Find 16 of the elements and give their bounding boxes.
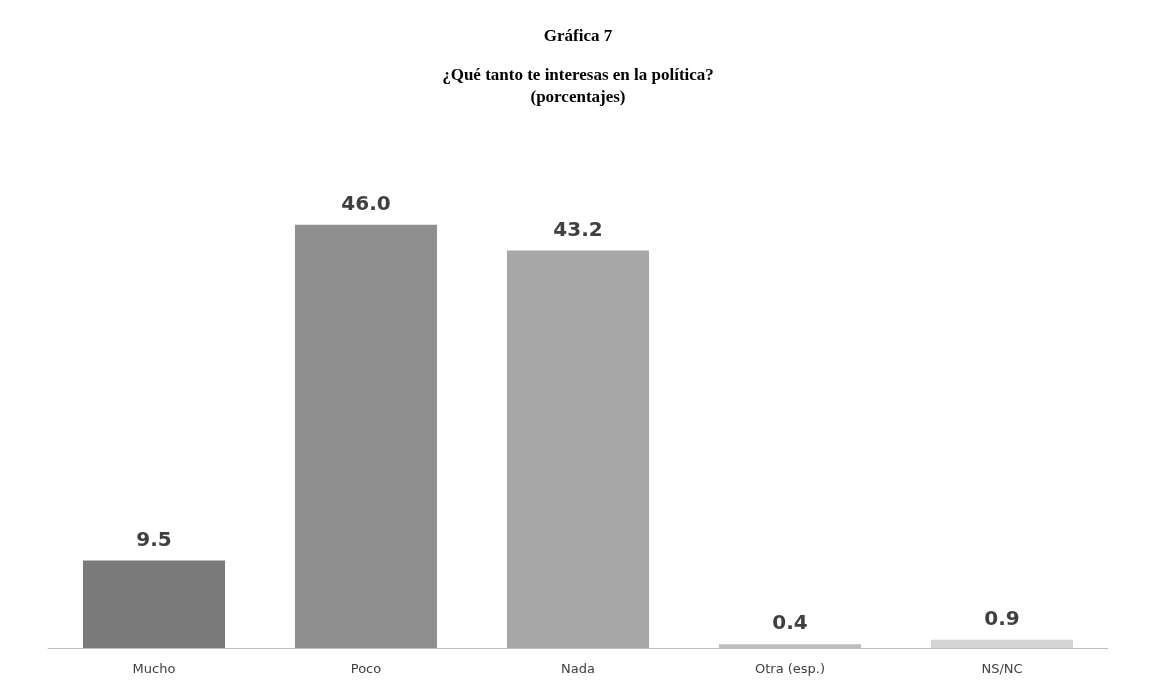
bar (506, 250, 650, 648)
chart-subtitle: ¿Qué tanto te interesas en la política? (porcentajes) (442, 64, 714, 106)
bar (930, 639, 1074, 648)
x-tick-label: Mucho (132, 661, 176, 676)
data-label: 46.0 (341, 190, 391, 215)
data-label: 0.9 (984, 605, 1020, 630)
x-tick-label: Nada (561, 661, 595, 676)
data-label: 9.5 (136, 526, 172, 551)
chart-title: Gráfica 7 (543, 26, 613, 45)
bar (82, 560, 226, 648)
bar (294, 224, 438, 648)
x-tick-label: Otra (esp.) (754, 661, 826, 676)
x-tick-label: NS/NC (981, 661, 1023, 676)
data-label: 0.4 (772, 610, 808, 635)
x-tick-label: Poco (350, 661, 382, 676)
data-label: 43.2 (553, 216, 603, 241)
